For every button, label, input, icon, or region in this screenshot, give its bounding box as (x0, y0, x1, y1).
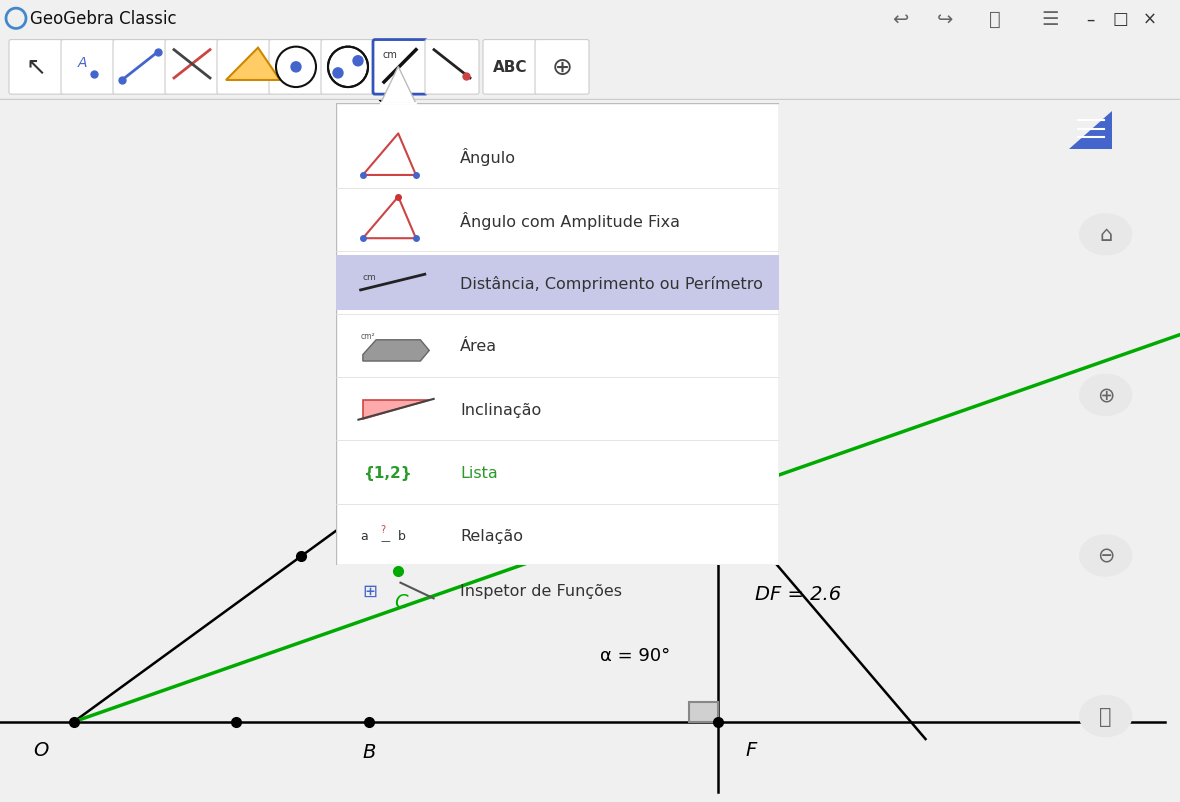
Circle shape (1080, 375, 1132, 416)
FancyBboxPatch shape (336, 256, 779, 310)
FancyBboxPatch shape (113, 41, 168, 95)
Text: 🔍: 🔍 (989, 10, 1001, 29)
FancyBboxPatch shape (535, 41, 589, 95)
Text: ☰: ☰ (1041, 10, 1058, 29)
Text: GeoGebra Classic: GeoGebra Classic (30, 10, 177, 28)
Text: ⊕: ⊕ (551, 56, 572, 79)
Text: DF = 2.6: DF = 2.6 (755, 584, 841, 603)
Text: A: A (439, 407, 452, 426)
Polygon shape (689, 702, 719, 722)
Text: ⊕: ⊕ (1097, 386, 1114, 405)
FancyBboxPatch shape (373, 41, 427, 95)
Text: ⌂: ⌂ (1099, 225, 1113, 245)
FancyBboxPatch shape (9, 41, 63, 95)
Polygon shape (362, 340, 430, 362)
Text: Distância, Comprimento ou Perímetro: Distância, Comprimento ou Perímetro (460, 275, 763, 291)
Text: —: — (380, 535, 391, 545)
Polygon shape (227, 49, 280, 81)
Text: r: r (494, 230, 503, 250)
Text: ↩: ↩ (892, 10, 909, 29)
Circle shape (291, 63, 301, 73)
Polygon shape (380, 67, 415, 104)
Text: A: A (77, 55, 87, 70)
Text: cm: cm (382, 50, 398, 59)
Circle shape (1080, 214, 1132, 256)
Text: α = 90°: α = 90° (601, 646, 670, 664)
FancyBboxPatch shape (61, 41, 114, 95)
FancyBboxPatch shape (165, 41, 219, 95)
Text: ↪: ↪ (937, 10, 953, 29)
Text: Inclinação: Inclinação (460, 402, 542, 417)
FancyBboxPatch shape (483, 41, 537, 95)
Text: C: C (394, 592, 408, 611)
Text: D: D (748, 477, 762, 496)
Circle shape (353, 57, 363, 67)
Text: cm²: cm² (361, 331, 375, 340)
FancyBboxPatch shape (321, 41, 375, 95)
Text: Lista: Lista (460, 466, 498, 480)
FancyBboxPatch shape (217, 41, 271, 95)
Circle shape (1080, 695, 1132, 737)
Text: ⤢: ⤢ (1100, 707, 1112, 726)
Polygon shape (362, 400, 430, 419)
Text: b: b (398, 529, 406, 542)
Polygon shape (590, 330, 629, 366)
Text: B: B (362, 743, 375, 761)
Text: –: – (1086, 10, 1094, 28)
Text: cm: cm (362, 273, 376, 282)
Text: ABC: ABC (493, 60, 527, 75)
Text: {1,2}: {1,2} (362, 466, 412, 480)
Text: ?: ? (380, 525, 386, 534)
Text: ⊞: ⊞ (362, 581, 378, 600)
Text: E: E (616, 315, 629, 334)
Text: □: □ (1112, 10, 1128, 28)
Text: ×: × (1143, 10, 1156, 28)
Circle shape (1080, 535, 1132, 577)
FancyBboxPatch shape (336, 104, 779, 565)
FancyBboxPatch shape (425, 41, 479, 95)
Text: Relação: Relação (460, 528, 523, 543)
Text: s: s (741, 136, 752, 155)
Text: a: a (361, 529, 368, 542)
Circle shape (333, 69, 343, 79)
Text: β = 90°: β = 90° (635, 380, 704, 399)
Text: Inspetor de Funções: Inspetor de Funções (460, 583, 622, 598)
Polygon shape (1069, 111, 1112, 150)
Text: Ângulo: Ângulo (460, 148, 516, 166)
Text: F: F (745, 740, 756, 759)
Text: ↖: ↖ (26, 56, 46, 79)
Text: ⊖: ⊖ (1097, 546, 1114, 565)
Text: Área: Área (460, 339, 497, 354)
FancyBboxPatch shape (269, 41, 323, 95)
Text: Ângulo com Amplitude Fixa: Ângulo com Amplitude Fixa (460, 212, 680, 229)
Text: O: O (33, 740, 50, 759)
Text: DE = 2.6: DE = 2.6 (522, 396, 609, 415)
